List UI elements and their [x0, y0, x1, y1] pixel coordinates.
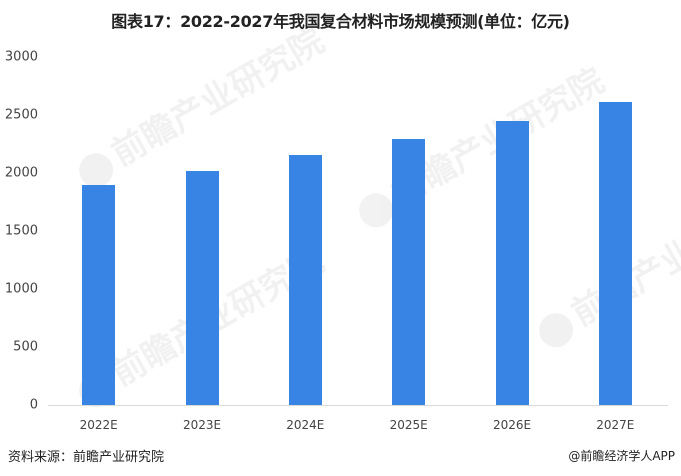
x-tick-label: 2023E: [182, 418, 222, 432]
x-tick-label: 2024E: [286, 418, 325, 432]
y-tick-label: 500: [13, 339, 38, 355]
source-note: 资料来源：前瞻产业研究院: [8, 450, 165, 465]
bar-2024E: [288, 155, 322, 405]
y-tick-label: 2000: [4, 165, 38, 181]
x-axis-line: [48, 405, 668, 406]
y-tick-label: 2500: [4, 107, 38, 123]
credit-note: @前瞻经济学人APP: [568, 449, 675, 463]
x-tick-label: 2026E: [492, 418, 532, 432]
y-tick-label: 3000: [4, 49, 38, 65]
chart-title: 图表17：2022-2027年我国复合材料市场规模预测(单位：亿元): [111, 12, 570, 31]
y-tick-label: 1000: [4, 281, 38, 297]
x-tick-label: 2025E: [389, 418, 428, 432]
x-tick-label: 2022E: [79, 418, 118, 432]
watermark: 前瞻产业研究院: [346, 54, 611, 235]
bar-2026E: [495, 120, 529, 405]
bar-2027E: [598, 102, 632, 405]
logo-icon: [532, 306, 580, 354]
y-tick-label: 0: [29, 397, 38, 413]
x-tick-label: 2027E: [596, 418, 635, 432]
bar-2023E: [185, 170, 219, 405]
bar-2022E: [82, 184, 116, 405]
bar-2025E: [392, 138, 426, 405]
y-tick-label: 1500: [4, 223, 38, 239]
